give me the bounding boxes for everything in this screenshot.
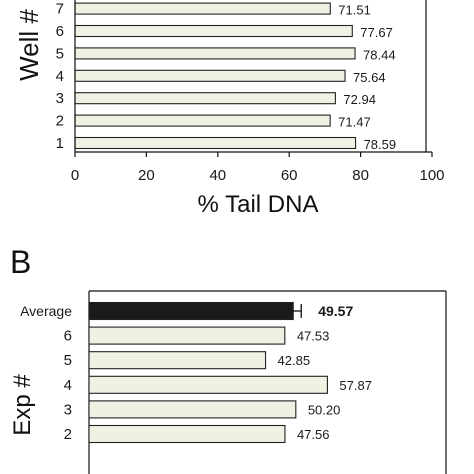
panel-a-category-labels: 12345678 — [56, 1, 64, 152]
panel-b-category-label: 5 — [64, 352, 72, 369]
panel-a-bar-well-1 — [74, 136, 357, 150]
panel-b-value-label: 57.87 — [339, 378, 372, 393]
panel-a-value-label: 75.64 — [353, 70, 386, 85]
panel-b-letter: B — [10, 244, 31, 280]
panel-a-category-label: 7 — [56, 1, 64, 18]
panel-a-category-label: 2 — [56, 113, 64, 130]
panel-a-x-tick-label: 20 — [138, 167, 155, 184]
panel-b-category-label: 3 — [64, 401, 72, 418]
panel-a-value-label: 71.51 — [338, 3, 371, 18]
panel-b-bar-exp-2 — [88, 424, 286, 444]
panel-a-category-label: 6 — [56, 23, 64, 40]
panel-a-value-label: 78.59 — [364, 137, 397, 152]
panel-a-category-label: 5 — [56, 45, 64, 62]
panel-a-value-label: 78.44 — [363, 47, 396, 62]
panel-a-bar-well-5 — [74, 47, 356, 60]
panel-a-x-tick-label: 60 — [281, 167, 298, 184]
panel-b-value-label: 50.20 — [308, 402, 341, 417]
panel-a-category-label: 3 — [56, 90, 64, 107]
panel-b-y-axis-title: Exp # — [9, 374, 36, 436]
panel-b-error-bar — [293, 304, 302, 318]
panel-a-x-tick-label: 0 — [71, 167, 79, 184]
panel-b-bar-exp-4 — [88, 375, 328, 394]
panel-a: 12345678 78.5971.4772.9475.6478.4477.677… — [14, 0, 445, 218]
panel-a-bar-well-7 — [74, 2, 331, 15]
panel-a-bar-well-2 — [74, 114, 331, 127]
panel-b-category-label: 6 — [64, 328, 72, 345]
panel-a-category-label: 1 — [56, 135, 64, 152]
panel-a-bar-well-4 — [74, 69, 346, 82]
panel-b-value-label: 47.53 — [297, 329, 330, 344]
panel-a-value-label: 77.67 — [360, 25, 393, 40]
panel-a-category-label: 4 — [56, 68, 64, 85]
panel-b-value-label: 49.57 — [318, 303, 353, 319]
panel-b-bar-exp-3 — [88, 400, 297, 419]
panel-a-value-label: 72.94 — [343, 92, 376, 107]
panel-b-bar-exp-5 — [88, 351, 267, 370]
panel-b: B Average 6 5 4 3 2 49.57 47.53 42.85 57.87 50.20… — [9, 244, 447, 474]
panel-b-category-label: Average — [20, 303, 72, 319]
panel-a-x-tick-label: 80 — [352, 167, 369, 184]
panel-b-bars — [88, 301, 328, 444]
panel-b-category-labels: Average 6 5 4 3 2 — [20, 303, 72, 443]
panel-b-bar-average — [88, 301, 294, 321]
panel-b-category-label: 4 — [64, 377, 72, 394]
panel-a-x-tick-label: 100 — [419, 167, 444, 184]
panel-a-x-tick-label: 40 — [209, 167, 226, 184]
panel-a-bar-well-3 — [74, 92, 336, 105]
panel-a-x-ticks: 0 20 40 60 80 100 — [71, 152, 445, 184]
panel-a-bar-well-6 — [74, 24, 353, 38]
panel-a-bars — [74, 2, 357, 150]
panel-b-value-label: 47.56 — [297, 427, 330, 442]
panel-b-bar-exp-6 — [88, 326, 286, 345]
panel-a-x-axis-title: % Tail DNA — [198, 191, 319, 218]
panel-b-value-label: 42.85 — [278, 353, 311, 368]
panel-a-y-axis-title: Well # — [14, 9, 44, 81]
panel-a-value-label: 71.47 — [338, 115, 371, 130]
panel-b-value-labels: 49.57 47.53 42.85 57.87 50.20 47.56 — [278, 303, 372, 442]
panel-b-category-label: 2 — [64, 426, 72, 443]
